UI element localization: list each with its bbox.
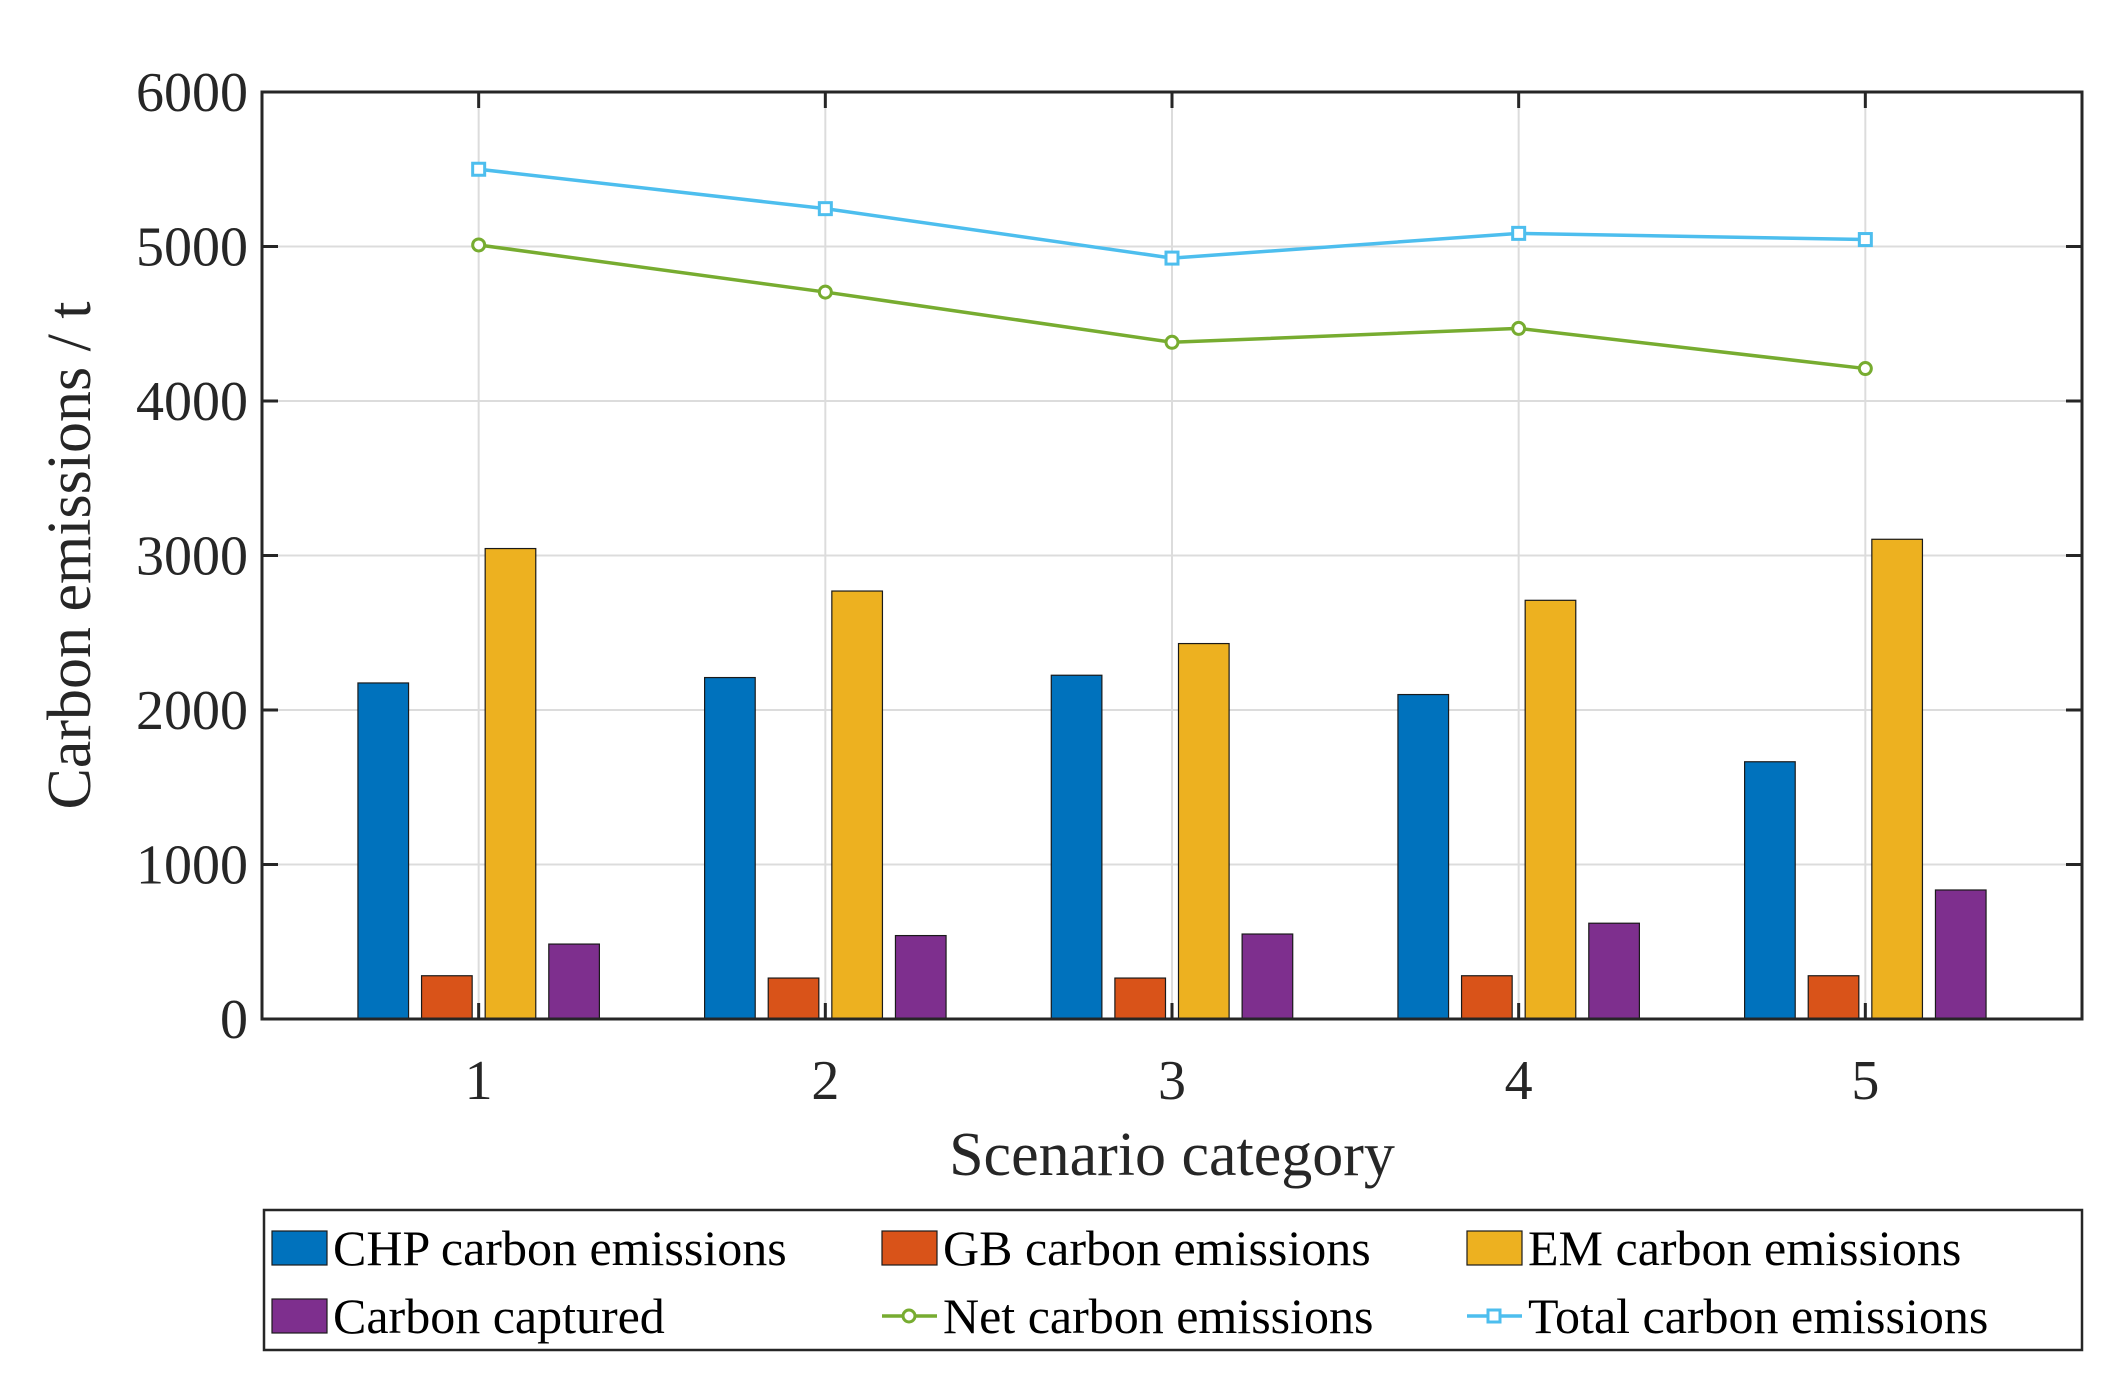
bar-chp-carbon-emissions — [704, 676, 756, 1020]
y-axis-title: Carbon emissions / t — [36, 301, 104, 809]
y-tick-label: 0 — [220, 989, 248, 1051]
point-net-carbon-emissions — [1511, 320, 1527, 336]
line-series-group — [471, 161, 1873, 377]
bar-chp-carbon-emissions — [1397, 693, 1450, 1020]
legend-box — [262, 1208, 2084, 1352]
bar-gb-carbon-emissions — [767, 977, 820, 1020]
legend-label-em-carbon-emissions: EM carbon emissions — [1528, 1220, 1961, 1276]
bar-gb-carbon-emissions — [1807, 975, 1860, 1020]
bar-chp-carbon-emissions — [1744, 761, 1796, 1020]
legend-label-chp-carbon-emissions: CHP carbon emissions — [333, 1220, 787, 1276]
bar-carbon-captured — [894, 934, 947, 1020]
bar-chp-carbon-emissions — [1050, 674, 1103, 1020]
bar-em-carbon-emissions — [484, 547, 537, 1020]
bar-gb-carbon-emissions — [420, 975, 473, 1020]
legend-label-net-carbon-emissions: Net carbon emissions — [943, 1288, 1373, 1344]
bar-carbon-captured — [1934, 889, 1987, 1020]
y-tick-label: 3000 — [136, 526, 248, 588]
x-tick-label: 1 — [465, 1050, 493, 1112]
y-tick-label: 6000 — [136, 62, 248, 124]
bar-gb-carbon-emissions — [1114, 977, 1167, 1020]
x-axis-title: Scenario category — [949, 1121, 1395, 1189]
point-total-carbon-emissions — [1511, 225, 1527, 241]
legend: CHP carbon emissions GB carbon emissions E… — [262, 1208, 2084, 1352]
bar-carbon-captured — [1241, 933, 1294, 1020]
point-total-carbon-emissions — [1164, 250, 1180, 266]
bar-em-carbon-emissions — [1177, 642, 1230, 1020]
bar-chp-carbon-emissions — [357, 682, 410, 1020]
x-tick-label: 2 — [811, 1050, 839, 1112]
point-net-carbon-emissions — [471, 237, 487, 253]
y-tick-label: 2000 — [136, 680, 248, 742]
bar-em-carbon-emissions — [1524, 599, 1577, 1020]
bar-gb-carbon-emissions — [1460, 975, 1513, 1020]
point-net-carbon-emissions — [1164, 334, 1180, 350]
point-total-carbon-emissions — [1857, 232, 1873, 248]
point-net-carbon-emissions — [817, 284, 833, 300]
point-net-carbon-emissions — [1857, 361, 1873, 377]
bar-carbon-captured — [548, 943, 600, 1020]
bar-carbon-captured — [1588, 922, 1640, 1020]
legend-swatch-em-carbon-emissions — [1466, 1230, 1523, 1266]
y-tick-label: 1000 — [136, 835, 248, 897]
legend-marker-net-carbon-emissions — [901, 1308, 917, 1324]
legend-swatch-chp-carbon-emissions — [271, 1230, 328, 1266]
legend-swatch-gb-carbon-emissions — [881, 1230, 938, 1266]
legend-label-total-carbon-emissions: Total carbon emissions — [1528, 1288, 1988, 1344]
legend-label-gb-carbon-emissions: GB carbon emissions — [943, 1220, 1371, 1276]
x-tick-label: 4 — [1505, 1050, 1533, 1112]
x-axis-ticks: 1 2 3 4 5 — [465, 92, 1879, 1112]
legend-marker-total-carbon-emissions — [1486, 1308, 1502, 1324]
y-tick-label: 5000 — [136, 217, 248, 279]
x-tick-label: 5 — [1851, 1050, 1879, 1112]
bar-em-carbon-emissions — [831, 590, 884, 1020]
legend-label-carbon-captured: Carbon captured — [333, 1288, 665, 1344]
point-total-carbon-emissions — [471, 161, 487, 177]
x-tick-label: 3 — [1158, 1050, 1186, 1112]
y-axis-ticks: 0 1000 2000 3000 4000 5000 6000 — [136, 62, 2082, 1051]
y-tick-label: 4000 — [136, 371, 248, 433]
point-total-carbon-emissions — [817, 201, 833, 217]
legend-swatch-carbon-captured — [271, 1298, 328, 1334]
bar-em-carbon-emissions — [1871, 538, 1924, 1020]
